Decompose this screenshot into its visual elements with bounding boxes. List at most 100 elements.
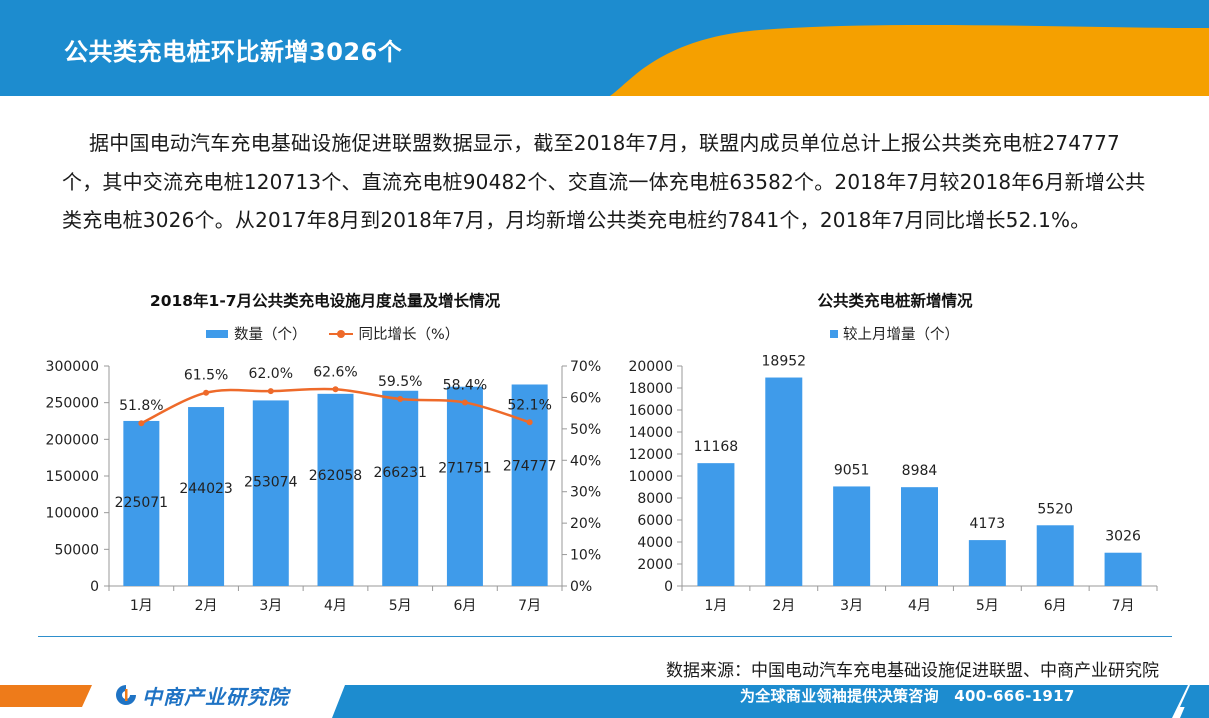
x-tick-label: 3月 xyxy=(259,598,282,614)
y2-tick-label: 20% xyxy=(570,516,601,532)
bar xyxy=(697,463,735,586)
x-tick-label: 5月 xyxy=(976,598,999,614)
bar xyxy=(188,407,225,586)
y-tick-label: 200000 xyxy=(46,432,99,448)
y-tick-label: 4000 xyxy=(637,535,673,551)
growth-data-label: 62.0% xyxy=(249,366,293,382)
bar xyxy=(446,386,483,586)
y-tick-label: 50000 xyxy=(54,542,99,558)
growth-point xyxy=(526,419,533,426)
x-tick-label: 1月 xyxy=(704,598,727,614)
y2-tick-label: 70% xyxy=(570,359,601,375)
bar-data-label: 5520 xyxy=(1037,501,1073,517)
x-tick-label: 7月 xyxy=(518,598,541,614)
y2-tick-label: 10% xyxy=(570,548,601,564)
intro-paragraph: 据中国电动汽车充电基础设施促进联盟数据显示，截至2018年7月，联盟内成员单位总… xyxy=(62,131,1146,232)
data-source: 数据来源：中国电动汽车充电基础设施促进联盟、中商产业研究院 xyxy=(666,661,1159,681)
bar xyxy=(317,393,354,586)
y-tick-label: 10000 xyxy=(628,469,673,485)
bar-data-label: 244023 xyxy=(179,481,232,497)
x-tick-label: 6月 xyxy=(1044,598,1067,614)
bar xyxy=(968,540,1006,586)
x-tick-label: 2月 xyxy=(772,598,795,614)
legend-bar-label: 数量（个） xyxy=(234,327,307,343)
y-tick-label: 18000 xyxy=(628,381,673,397)
y-tick-label: 0 xyxy=(664,579,673,595)
legend-line-label: 同比增长（%） xyxy=(358,327,460,343)
footer-bar xyxy=(0,683,1209,718)
bar-data-label: 271751 xyxy=(438,461,491,477)
legend-bar-swatch xyxy=(830,329,838,338)
y-tick-label: 14000 xyxy=(628,425,673,441)
bar-data-label: 4173 xyxy=(970,516,1006,532)
y-tick-label: 300000 xyxy=(46,359,99,375)
growth-point xyxy=(138,420,145,427)
y2-tick-label: 30% xyxy=(570,485,601,501)
x-tick-label: 4月 xyxy=(908,598,931,614)
growth-point xyxy=(397,396,404,402)
header-banner: 公共类充电桩环比新增3026个 xyxy=(0,0,1209,96)
growth-data-label: 58.4% xyxy=(443,377,487,393)
legend-bar-label: 较上月增量（个） xyxy=(843,327,959,343)
bar-data-label: 266231 xyxy=(373,465,426,481)
bar-data-label: 274777 xyxy=(503,458,556,474)
footer-shape xyxy=(0,685,1209,718)
page-title: 公共类充电桩环比新增3026个 xyxy=(64,38,403,66)
bar xyxy=(382,390,419,586)
bar-data-label: 253074 xyxy=(244,474,298,490)
y-tick-label: 6000 xyxy=(637,513,673,529)
left-chart-legend: 数量（个） 同比增长（%） xyxy=(206,323,459,344)
right-chart-title: 公共类充电桩新增情况 xyxy=(817,292,973,310)
brand-name: 中商产业研究院 xyxy=(142,684,289,709)
bar-data-label: 3026 xyxy=(1105,529,1141,545)
y-tick-label: 100000 xyxy=(46,506,99,522)
bar-data-label: 8984 xyxy=(902,463,938,479)
x-tick-label: 6月 xyxy=(453,598,476,614)
x-tick-label: 3月 xyxy=(840,598,863,614)
x-tick-label: 5月 xyxy=(389,598,412,614)
bar-data-label: 225071 xyxy=(115,495,168,511)
y-tick-label: 150000 xyxy=(46,469,99,485)
bar xyxy=(765,377,803,586)
bar-data-label: 18952 xyxy=(762,354,807,370)
brand-logo-group: 中商产业研究院 xyxy=(114,683,289,709)
growth-point xyxy=(203,389,210,396)
growth-data-label: 62.6% xyxy=(313,364,357,380)
growth-point xyxy=(461,399,468,406)
x-tick-label: 7月 xyxy=(1112,598,1135,614)
growth-data-label: 61.5% xyxy=(184,368,228,384)
y-tick-label: 12000 xyxy=(628,447,673,463)
x-tick-label: 4月 xyxy=(324,598,347,614)
divider-line xyxy=(38,636,1172,637)
y-tick-label: 20000 xyxy=(628,359,673,375)
right-chart-legend: 较上月增量（个） xyxy=(830,323,959,344)
bar xyxy=(833,486,871,586)
bar-data-label: 11168 xyxy=(694,439,739,455)
y-tick-label: 16000 xyxy=(628,403,673,419)
y-tick-label: 0 xyxy=(90,579,99,595)
bar-data-label: 9051 xyxy=(834,462,870,478)
header-shape xyxy=(0,0,1209,96)
left-chart-title: 2018年1-7月公共类充电设施月度总量及增长情况 xyxy=(149,292,501,310)
y2-tick-label: 50% xyxy=(570,422,601,438)
y-tick-label: 250000 xyxy=(46,396,99,412)
legend-bar-swatch xyxy=(206,329,228,338)
bar xyxy=(1036,525,1074,586)
y2-tick-label: 0% xyxy=(570,579,592,595)
growth-data-label: 59.5% xyxy=(378,374,422,390)
x-tick-label: 2月 xyxy=(195,598,218,614)
y2-tick-label: 40% xyxy=(570,453,601,469)
y-tick-label: 8000 xyxy=(637,491,673,507)
growth-point xyxy=(267,388,274,395)
growth-data-label: 52.1% xyxy=(507,397,551,413)
growth-data-label: 51.8% xyxy=(119,398,163,414)
brand-logo-icon xyxy=(116,685,136,705)
bar xyxy=(901,487,938,586)
legend-line-swatch xyxy=(328,329,353,339)
y2-tick-label: 60% xyxy=(570,390,601,406)
x-tick-label: 1月 xyxy=(130,598,153,614)
growth-point xyxy=(332,386,339,393)
bar-data-label: 262058 xyxy=(309,468,362,484)
bar xyxy=(123,420,160,586)
